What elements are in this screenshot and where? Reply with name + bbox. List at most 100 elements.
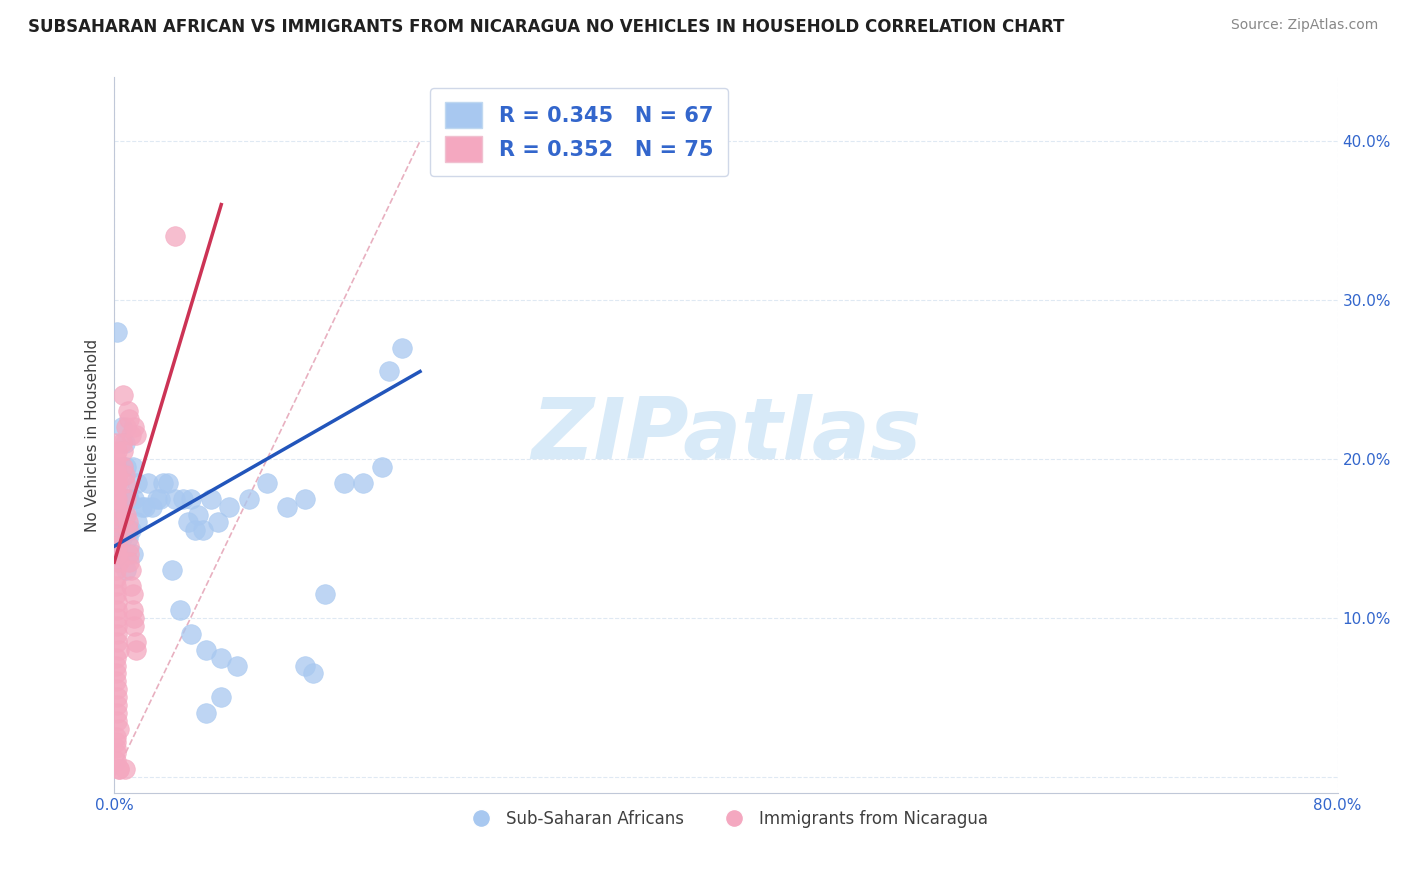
Point xyxy=(121,459,143,474)
Point xyxy=(122,420,145,434)
Point xyxy=(120,563,142,577)
Point xyxy=(120,524,142,538)
Point xyxy=(114,467,136,482)
Point xyxy=(141,500,163,514)
Point xyxy=(105,555,128,569)
Point xyxy=(114,524,136,538)
Point xyxy=(118,547,141,561)
Point xyxy=(105,603,128,617)
Point xyxy=(104,741,127,756)
Point xyxy=(105,491,128,506)
Text: Source: ZipAtlas.com: Source: ZipAtlas.com xyxy=(1230,18,1378,32)
Point xyxy=(104,674,127,689)
Point xyxy=(294,491,316,506)
Point xyxy=(112,459,135,474)
Point xyxy=(114,762,136,776)
Point xyxy=(118,491,141,506)
Point xyxy=(105,714,128,728)
Point xyxy=(104,650,127,665)
Point xyxy=(127,475,149,490)
Point xyxy=(207,516,229,530)
Point xyxy=(118,539,141,553)
Point xyxy=(107,524,129,538)
Point xyxy=(156,475,179,490)
Point xyxy=(105,698,128,713)
Point xyxy=(104,563,127,577)
Point xyxy=(184,524,207,538)
Point xyxy=(104,746,127,760)
Point xyxy=(105,547,128,561)
Point xyxy=(107,547,129,561)
Point xyxy=(114,508,136,522)
Point xyxy=(105,508,128,522)
Point xyxy=(105,325,128,339)
Y-axis label: No Vehicles in Household: No Vehicles in Household xyxy=(86,338,100,532)
Point xyxy=(172,491,194,506)
Point xyxy=(104,539,127,553)
Point xyxy=(110,524,132,538)
Point xyxy=(105,444,128,458)
Text: SUBSAHARAN AFRICAN VS IMMIGRANTS FROM NICARAGUA NO VEHICLES IN HOUSEHOLD CORRELA: SUBSAHARAN AFRICAN VS IMMIGRANTS FROM NI… xyxy=(28,18,1064,36)
Point xyxy=(112,444,135,458)
Point xyxy=(136,475,159,490)
Point xyxy=(105,619,128,633)
Point xyxy=(209,650,232,665)
Point xyxy=(104,459,127,474)
Point xyxy=(104,436,127,450)
Point xyxy=(302,666,325,681)
Point xyxy=(180,626,202,640)
Point xyxy=(124,428,146,442)
Point xyxy=(162,563,184,577)
Point xyxy=(149,491,172,506)
Point xyxy=(391,341,413,355)
Point xyxy=(118,412,141,426)
Point xyxy=(105,524,128,538)
Point xyxy=(107,532,129,546)
Point xyxy=(104,658,127,673)
Point xyxy=(104,666,127,681)
Point xyxy=(115,491,138,506)
Point xyxy=(105,500,128,514)
Point xyxy=(114,436,136,450)
Point xyxy=(276,500,298,514)
Point xyxy=(105,634,128,648)
Point xyxy=(238,491,260,506)
Point xyxy=(294,658,316,673)
Point xyxy=(105,524,128,538)
Point xyxy=(105,690,128,705)
Point xyxy=(112,524,135,538)
Point xyxy=(104,483,127,498)
Point xyxy=(105,682,128,697)
Point xyxy=(121,547,143,561)
Point xyxy=(110,524,132,538)
Point xyxy=(187,508,209,522)
Point xyxy=(115,459,138,474)
Point xyxy=(104,579,127,593)
Point xyxy=(107,642,129,657)
Point xyxy=(121,587,143,601)
Point xyxy=(111,420,134,434)
Point xyxy=(124,634,146,648)
Point xyxy=(122,619,145,633)
Point xyxy=(200,491,222,506)
Point xyxy=(105,516,128,530)
Point xyxy=(105,491,128,506)
Point xyxy=(117,491,139,506)
Point xyxy=(146,491,169,506)
Point xyxy=(378,364,401,378)
Text: ZIPatlas: ZIPatlas xyxy=(531,393,921,476)
Point xyxy=(165,491,187,506)
Point xyxy=(194,642,217,657)
Point xyxy=(112,388,135,402)
Point xyxy=(112,459,135,474)
Point xyxy=(115,524,138,538)
Point xyxy=(115,563,138,577)
Point xyxy=(104,735,127,749)
Point xyxy=(131,500,153,514)
Point xyxy=(165,229,187,244)
Point xyxy=(105,626,128,640)
Point xyxy=(107,475,129,490)
Point xyxy=(104,587,127,601)
Point xyxy=(114,475,136,490)
Point xyxy=(111,516,134,530)
